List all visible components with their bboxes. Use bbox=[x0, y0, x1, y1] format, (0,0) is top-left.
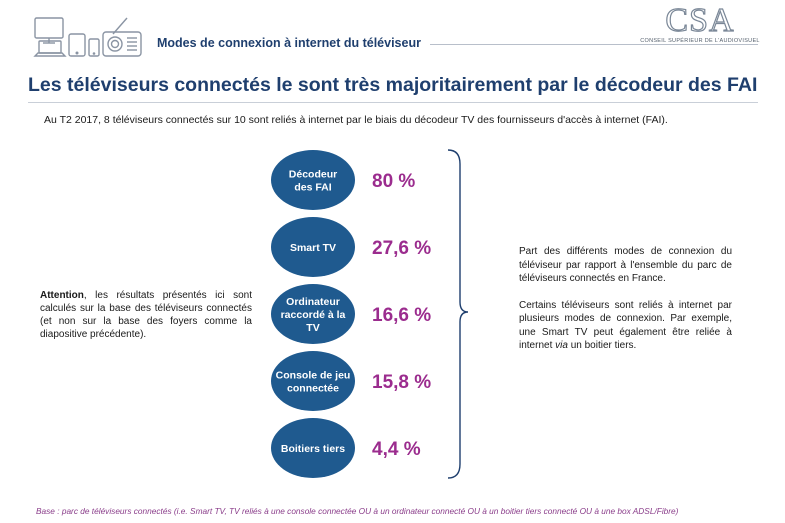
category-bubble-shape bbox=[271, 418, 355, 478]
value-label: 4,4 % bbox=[372, 439, 421, 460]
explanation-p2-end: un boitier tiers. bbox=[567, 340, 637, 351]
phone-icon bbox=[88, 38, 100, 57]
explanation-paragraph-2: Certains téléviseurs sont reliés à inter… bbox=[519, 299, 732, 353]
category-bubble: Boitiers tiers bbox=[271, 418, 355, 478]
value-label: 15,8 % bbox=[372, 372, 431, 393]
explanation-p2-italic: via bbox=[555, 340, 568, 351]
category-label: Console de jeu bbox=[276, 370, 351, 382]
category-label: Smart TV bbox=[290, 242, 336, 254]
explanation-paragraph-1: Part des différents modes de connexion d… bbox=[519, 246, 732, 284]
csa-logo: CSA CONSEIL SUPÉRIEUR DE L'AUDIOVISUEL bbox=[640, 2, 760, 46]
category-bubble-shape bbox=[271, 217, 355, 277]
logo-subtitle: CONSEIL SUPÉRIEUR DE L'AUDIOVISUEL bbox=[640, 38, 760, 44]
title-divider bbox=[28, 102, 758, 103]
warning-note: Attention, les résultats présentés ici s… bbox=[40, 289, 252, 341]
tablet-icon bbox=[68, 33, 86, 57]
page-title: Les téléviseurs connectés le sont très m… bbox=[28, 74, 758, 96]
header-divider bbox=[430, 44, 758, 45]
explanation-note: Part des différents modes de connexion d… bbox=[519, 245, 732, 353]
value-label: 27,6 % bbox=[372, 238, 431, 259]
value-label: 80 % bbox=[372, 171, 415, 192]
radio-icon bbox=[102, 17, 142, 57]
category-label: Ordinateur bbox=[286, 296, 340, 308]
value-label: 16,6 % bbox=[372, 305, 431, 326]
section-title: Modes de connexion à internet du télévis… bbox=[157, 36, 421, 50]
category-bubble: Smart TV bbox=[271, 217, 355, 277]
category-bubble-shape bbox=[271, 150, 355, 210]
category-label: TV bbox=[306, 322, 319, 334]
category-label: raccordé à la bbox=[281, 309, 346, 321]
intro-text: Au T2 2017, 8 téléviseurs connectés sur … bbox=[44, 114, 668, 126]
grouping-bracket bbox=[447, 149, 469, 479]
category-label: Boitiers tiers bbox=[281, 443, 345, 455]
media-devices-icons bbox=[33, 17, 142, 57]
warning-note-bold: Attention bbox=[40, 290, 84, 301]
base-note: Base : parc de téléviseurs connectés (i.… bbox=[36, 506, 679, 516]
logo-text: CSA bbox=[665, 2, 735, 39]
category-bubble-shape bbox=[271, 284, 355, 344]
category-label: des FAI bbox=[294, 182, 331, 194]
explanation-p2-start: Certains téléviseurs sont reliés à inter… bbox=[519, 299, 732, 352]
warning-note-text: , les résultats présentés ici sont calcu… bbox=[40, 290, 252, 340]
category-label: connectée bbox=[287, 383, 339, 395]
category-bubble-shape bbox=[271, 351, 355, 411]
category-label: Décodeur bbox=[289, 169, 337, 181]
laptop-icon bbox=[33, 40, 67, 57]
